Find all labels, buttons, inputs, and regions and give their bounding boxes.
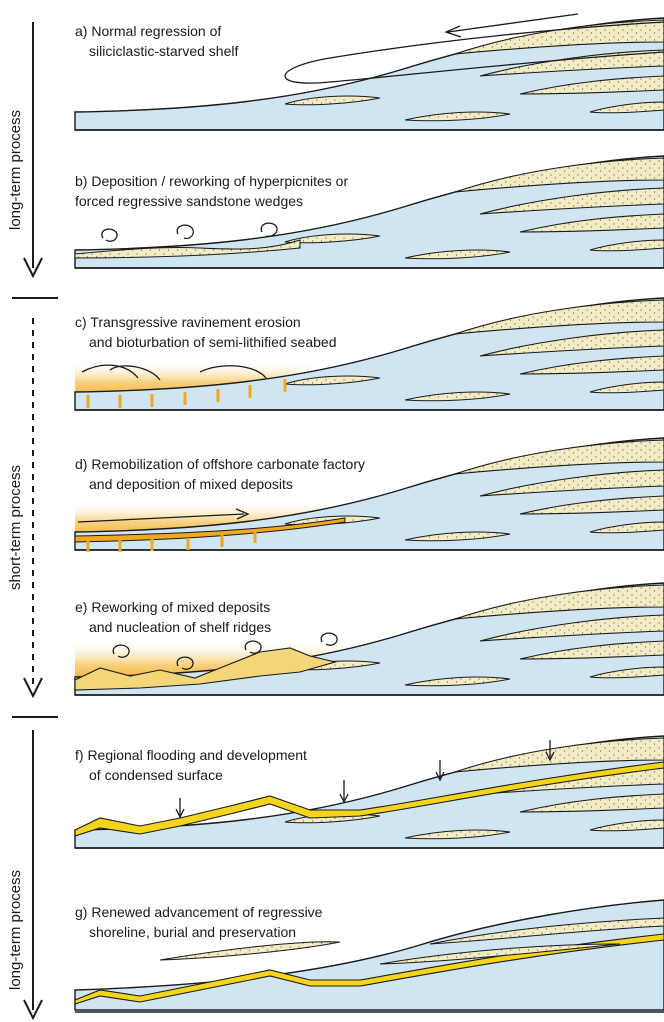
erosion-swirls — [81, 364, 267, 381]
carbonate-burrows — [86, 531, 257, 552]
caption-b-line2: forced regressive sandstone wedges — [75, 193, 303, 209]
panel-b: b) Deposition / reworking of hyperpicnit… — [74, 155, 664, 269]
panel-c: c) Transgressive ravinement erosion and … — [74, 297, 664, 411]
caption-c-line2: and bioturbation of semi-lithified seabe… — [89, 334, 337, 350]
regression-arrow — [444, 13, 579, 38]
transport-arrow — [77, 508, 250, 523]
caption-b-line1: b) Deposition / reworking of hyperpicnit… — [75, 173, 348, 189]
caption-g-line1: g) Renewed advancement of regressive — [75, 904, 323, 920]
condensed-surface — [74, 761, 664, 837]
panel-f: f) Regional flooding and development of … — [74, 735, 664, 849]
ridge-eddies — [112, 632, 338, 670]
panel-a: a) Normal regression of siliciclastic-st… — [74, 13, 664, 131]
shelf-ridges — [74, 647, 338, 691]
flooding-arrows — [175, 740, 555, 819]
panel-e: e) Reworking of mixed deposits and nucle… — [74, 582, 664, 696]
caption-a-line1: a) Normal regression of — [75, 23, 221, 39]
caption-f-line2: of condensed surface — [89, 767, 223, 783]
caption-a-line2: siliciclastic-starved shelf — [89, 43, 238, 59]
long-term-arrow-bottom — [23, 730, 43, 1021]
sandstone-wedge — [74, 239, 301, 259]
caption-e-line1: e) Reworking of mixed deposits — [75, 599, 270, 615]
caption-d-line2: and deposition of mixed deposits — [89, 476, 293, 492]
burrow-marks — [86, 379, 287, 408]
reworking-eddies — [101, 222, 278, 242]
caption-f-line1: f) Regional flooding and development — [75, 747, 307, 763]
panel-d: d) Remobilization of offshore carbonate … — [74, 437, 664, 552]
buried-condensed-surface — [74, 933, 664, 1005]
shoreline-loop — [284, 21, 664, 84]
side-label-long-term-top: long-term process — [7, 110, 24, 230]
caption-e-line2: and nucleation of shelf ridges — [89, 619, 271, 635]
short-term-arrow — [23, 318, 43, 699]
mixed-deposit-layer — [74, 517, 346, 543]
long-term-arrow-top — [23, 22, 43, 279]
side-label-short-term: short-term process — [7, 465, 24, 590]
caption-c-line1: c) Transgressive ravinement erosion — [75, 314, 301, 330]
side-label-long-term-bottom: long-term process — [7, 870, 24, 990]
panel-g: g) Renewed advancement of regressive sho… — [74, 899, 664, 1013]
caption-g-line2: shoreline, burial and preservation — [89, 924, 296, 940]
caption-d-line1: d) Remobilization of offshore carbonate … — [75, 456, 365, 472]
